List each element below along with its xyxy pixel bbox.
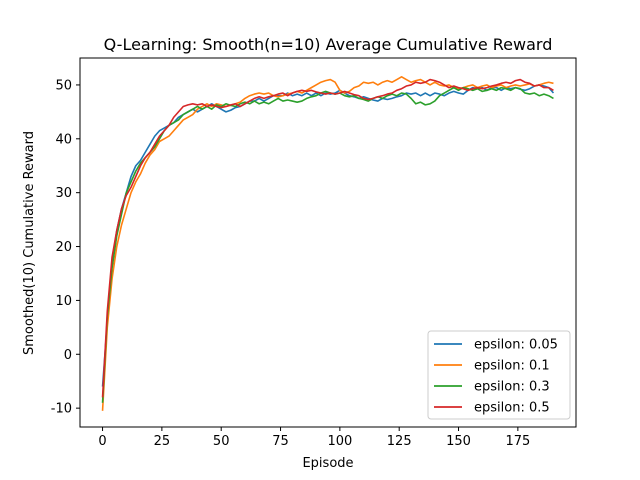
legend-label: epsilon: 0.1 xyxy=(474,359,550,374)
y-tick-label: 50 xyxy=(55,78,72,93)
x-tick-label: 150 xyxy=(446,434,471,449)
x-tick-label: 25 xyxy=(154,434,171,449)
x-tick-label: 50 xyxy=(213,434,230,449)
x-axis-ticks: 0 25 50 75 100 125 150 175 xyxy=(98,427,530,449)
legend-label: epsilon: 0.05 xyxy=(474,338,558,353)
x-tick-label: 0 xyxy=(98,434,106,449)
y-tick-label: 0 xyxy=(64,348,72,363)
y-tick-label: 20 xyxy=(55,240,72,255)
series-layer xyxy=(101,76,555,411)
y-tick-label: 30 xyxy=(55,186,72,201)
x-tick-label: 75 xyxy=(272,434,289,449)
y-tick-label: -10 xyxy=(51,402,72,417)
chart-title: Q-Learning: Smooth(n=10) Average Cumulat… xyxy=(104,35,553,54)
x-tick-label: 125 xyxy=(387,434,412,449)
plot-frame xyxy=(79,57,577,428)
series-line-2 xyxy=(101,86,554,403)
y-tick-label: 10 xyxy=(55,294,72,309)
x-axis-label: Episode xyxy=(302,456,353,471)
legend: epsilon: 0.05 epsilon: 0.1 epsilon: 0.3 eps… xyxy=(427,330,571,420)
y-axis-label: Smoothed(10) Cumulative Reward xyxy=(22,131,37,355)
series-line-3 xyxy=(101,78,554,398)
x-tick-label: 175 xyxy=(505,434,530,449)
legend-label: epsilon: 0.5 xyxy=(474,401,550,416)
x-tick-label: 100 xyxy=(327,434,352,449)
legend-label: epsilon: 0.3 xyxy=(474,380,550,395)
y-axis-ticks: -10 0 10 20 30 40 50 xyxy=(51,78,80,417)
legend-box xyxy=(427,330,571,420)
y-tick-label: 40 xyxy=(55,132,72,147)
